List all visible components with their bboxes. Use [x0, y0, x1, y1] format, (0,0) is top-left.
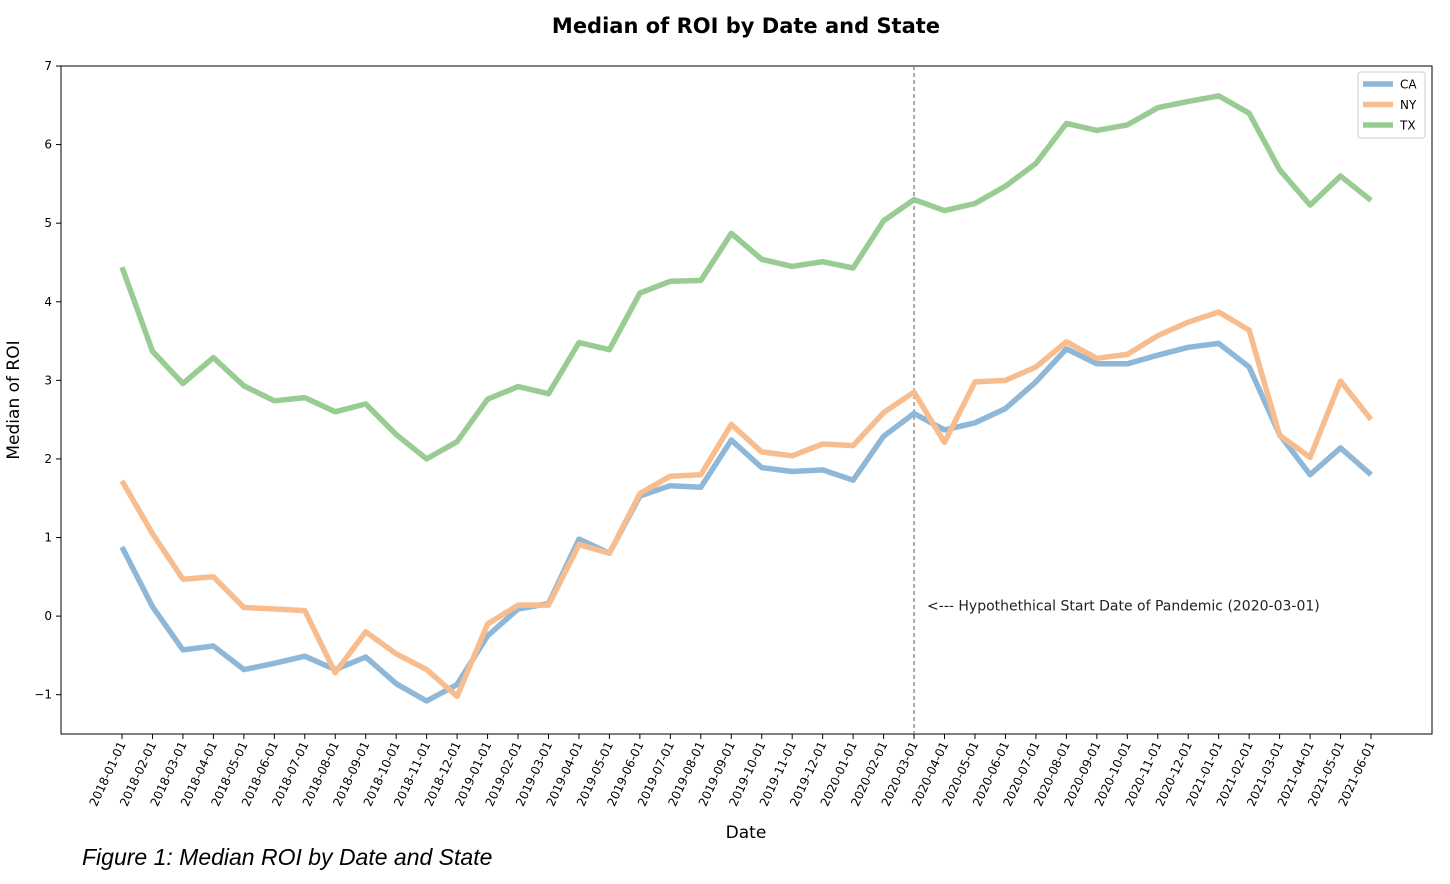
x-axis-label: Date — [726, 823, 767, 843]
y-tick-label: 3 — [44, 373, 52, 387]
legend: CA NY TX — [1357, 71, 1426, 139]
figure-caption: Figure 1: Median ROI by Date and State — [82, 844, 493, 870]
series-line-tx — [119, 93, 1373, 462]
legend-label-tx: TX — [1399, 119, 1416, 133]
series-line-ny — [119, 309, 1374, 700]
legend-label-ca: CA — [1400, 78, 1417, 92]
y-tick-label: −1 — [34, 688, 52, 702]
annotation-text: <--- Hypothethical Start Date of Pandemi… — [927, 599, 1320, 615]
y-axis-label: Median of ROI — [4, 340, 24, 459]
y-tick-label: 5 — [44, 216, 52, 230]
axes-frame — [60, 65, 1433, 735]
chart-title: Median of ROI by Date and State — [552, 14, 940, 38]
y-tick-label: 7 — [44, 59, 52, 73]
plot-area: −1012345672018-01-012018-02-012018-03-01… — [34, 59, 1433, 808]
y-tick-label: 1 — [44, 531, 52, 545]
y-tick-label: 4 — [44, 295, 52, 309]
y-tick-label: 2 — [44, 452, 52, 466]
legend-label-ny: NY — [1400, 98, 1417, 112]
y-tick-label: 0 — [44, 609, 52, 623]
y-tick-label: 6 — [44, 138, 52, 152]
